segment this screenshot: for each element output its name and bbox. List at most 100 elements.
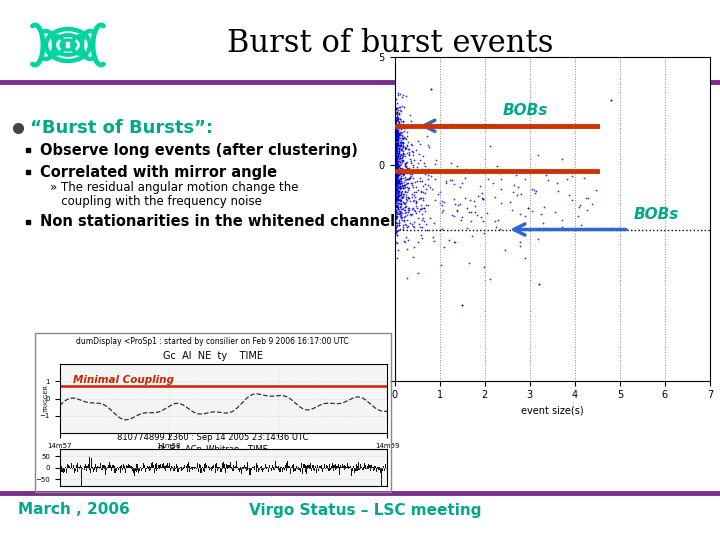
Point (390, 107, 401, 116)
Point (424, 183, 436, 191)
Point (423, 143, 435, 152)
Point (399, 200, 410, 208)
Point (393, 148, 405, 157)
Point (394, 200, 405, 208)
Point (397, 192, 409, 200)
Point (410, 146, 422, 154)
Point (400, 233, 412, 242)
Point (389, 183, 400, 191)
Point (395, 195, 406, 204)
Point (392, 124, 404, 132)
Point (422, 175, 433, 184)
Point (390, 151, 402, 159)
Point (394, 198, 405, 207)
Point (416, 165, 428, 174)
Point (451, 200, 463, 209)
Point (418, 187, 429, 196)
Point (392, 176, 403, 184)
Point (389, 181, 400, 190)
Point (390, 201, 401, 210)
Point (406, 210, 418, 219)
Point (408, 183, 419, 192)
Point (472, 191, 484, 200)
Point (390, 134, 402, 143)
Point (487, 178, 498, 187)
Point (396, 151, 408, 160)
Point (407, 147, 418, 156)
Point (407, 192, 418, 201)
Point (531, 186, 542, 195)
Text: TRIGGER: TRIGGER (45, 384, 49, 413)
Point (389, 187, 400, 195)
Point (392, 226, 404, 234)
Point (391, 168, 402, 177)
Point (519, 175, 531, 184)
Point (425, 85, 436, 93)
Point (390, 171, 402, 180)
Point (405, 211, 416, 220)
Point (390, 203, 402, 212)
Point (556, 154, 567, 163)
Point (516, 190, 527, 198)
Text: BOBs: BOBs (503, 103, 548, 118)
Point (390, 133, 402, 141)
Point (402, 164, 414, 173)
Point (519, 211, 531, 220)
Point (582, 206, 593, 214)
Point (392, 140, 404, 149)
Point (390, 159, 402, 167)
Point (395, 107, 407, 116)
Point (390, 154, 401, 163)
Point (390, 130, 402, 139)
Point (391, 107, 402, 116)
Point (392, 163, 404, 172)
Point (400, 161, 411, 170)
Point (465, 217, 477, 225)
Point (549, 208, 561, 217)
Point (431, 156, 442, 164)
Point (390, 126, 402, 134)
Point (403, 148, 415, 157)
Point (390, 184, 401, 192)
Point (393, 129, 405, 138)
Point (390, 141, 401, 150)
Point (390, 136, 401, 144)
Point (402, 215, 413, 224)
Point (390, 201, 401, 210)
Point (390, 168, 401, 177)
Point (389, 208, 400, 217)
Point (391, 185, 402, 194)
Point (390, 176, 401, 185)
Point (399, 176, 410, 184)
Point (454, 183, 466, 192)
Point (397, 205, 408, 214)
Point (389, 178, 400, 186)
Point (393, 177, 405, 185)
Point (390, 151, 401, 159)
Point (406, 141, 418, 150)
Point (422, 201, 433, 210)
Point (389, 130, 400, 139)
Point (400, 183, 411, 191)
Point (407, 161, 418, 170)
Point (392, 117, 404, 125)
Point (420, 184, 432, 193)
Point (484, 142, 495, 151)
Point (477, 189, 488, 198)
Point (390, 135, 402, 144)
Point (418, 158, 430, 167)
Point (390, 175, 402, 184)
Point (392, 153, 404, 162)
Point (393, 155, 405, 164)
Point (390, 197, 402, 205)
Point (402, 174, 413, 183)
Point (390, 122, 401, 131)
Point (390, 133, 401, 141)
Point (390, 178, 402, 187)
Point (392, 181, 404, 190)
Point (389, 160, 400, 169)
Point (434, 199, 446, 208)
Point (402, 150, 414, 159)
Point (391, 154, 402, 163)
Point (397, 224, 408, 233)
